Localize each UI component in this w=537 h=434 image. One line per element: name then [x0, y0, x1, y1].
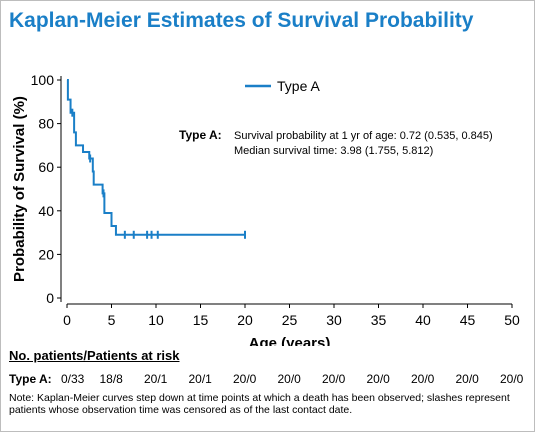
survival-curves: [66, 79, 246, 239]
x-tick-label: 0: [63, 312, 71, 328]
x-tick-label: 10: [148, 312, 164, 328]
risk-table-cell: 0/33: [61, 372, 85, 386]
x-tick-label: 30: [326, 312, 342, 328]
x-tick-label: 50: [504, 312, 520, 328]
annotation: Type A: Survival probability at 1 yr of a…: [179, 128, 493, 157]
x-tick-label: 40: [415, 312, 431, 328]
footnote: Note: Kaplan-Meier curves step down at t…: [9, 392, 510, 416]
risk-table-cell: 20/0: [500, 372, 524, 386]
risk-table-cell: 18/8: [99, 372, 123, 386]
chart-title: Kaplan-Meier Estimates of Survival Proba…: [9, 9, 474, 32]
annotation-line-1: Survival probability at 1 yr of age: 0.7…: [234, 130, 493, 142]
x-tick-label: 15: [193, 312, 209, 328]
risk-table-cell: 20/0: [233, 372, 257, 386]
risk-table-cell: 20/1: [188, 372, 212, 386]
y-tick-label: 40: [38, 203, 54, 219]
risk-table-cell: 20/0: [366, 372, 390, 386]
x-tick-label: 20: [237, 312, 253, 328]
legend: Type A: [245, 78, 320, 94]
legend-label-type-a: Type A: [277, 78, 320, 94]
risk-table-cell: 20/0: [411, 372, 435, 386]
risk-table-cell: 20/0: [322, 372, 346, 386]
x-axis-label: Age (years): [249, 335, 331, 346]
y-axis-label: Probability of Survival (%): [11, 96, 28, 282]
risk-table-cell: 20/0: [455, 372, 479, 386]
y-tick-label: 80: [38, 116, 54, 132]
annotation-label: Type A:: [179, 128, 222, 142]
x-tick-label: 25: [282, 312, 298, 328]
x-tick-label: 35: [371, 312, 387, 328]
y-tick-label: 0: [46, 290, 54, 306]
axes: 0 20 40 60 80 100 0 5 10 15 20 25 30 35 40 45 50 Age (yea…: [11, 72, 520, 346]
risk-table-label: Type A:: [9, 372, 52, 386]
y-tick-label: 100: [31, 72, 55, 88]
km-plot: 0 20 40 60 80 100 0 5 10 15 20 25 30 35 40 45 50 Age (yea…: [11, 72, 520, 346]
survival-curve-type-a: [66, 79, 245, 236]
risk-table-cell: 20/1: [144, 372, 168, 386]
annotation-line-2: Median survival time: 3.98 (1.755, 5.812…: [234, 145, 433, 157]
risk-table-title: No. patients/Patients at risk: [9, 348, 180, 363]
x-tick-label: 45: [460, 312, 476, 328]
risk-table-cell: 20/0: [277, 372, 301, 386]
y-tick-label: 20: [38, 246, 54, 262]
y-tick-label: 60: [38, 159, 54, 175]
x-tick-label: 5: [108, 312, 116, 328]
